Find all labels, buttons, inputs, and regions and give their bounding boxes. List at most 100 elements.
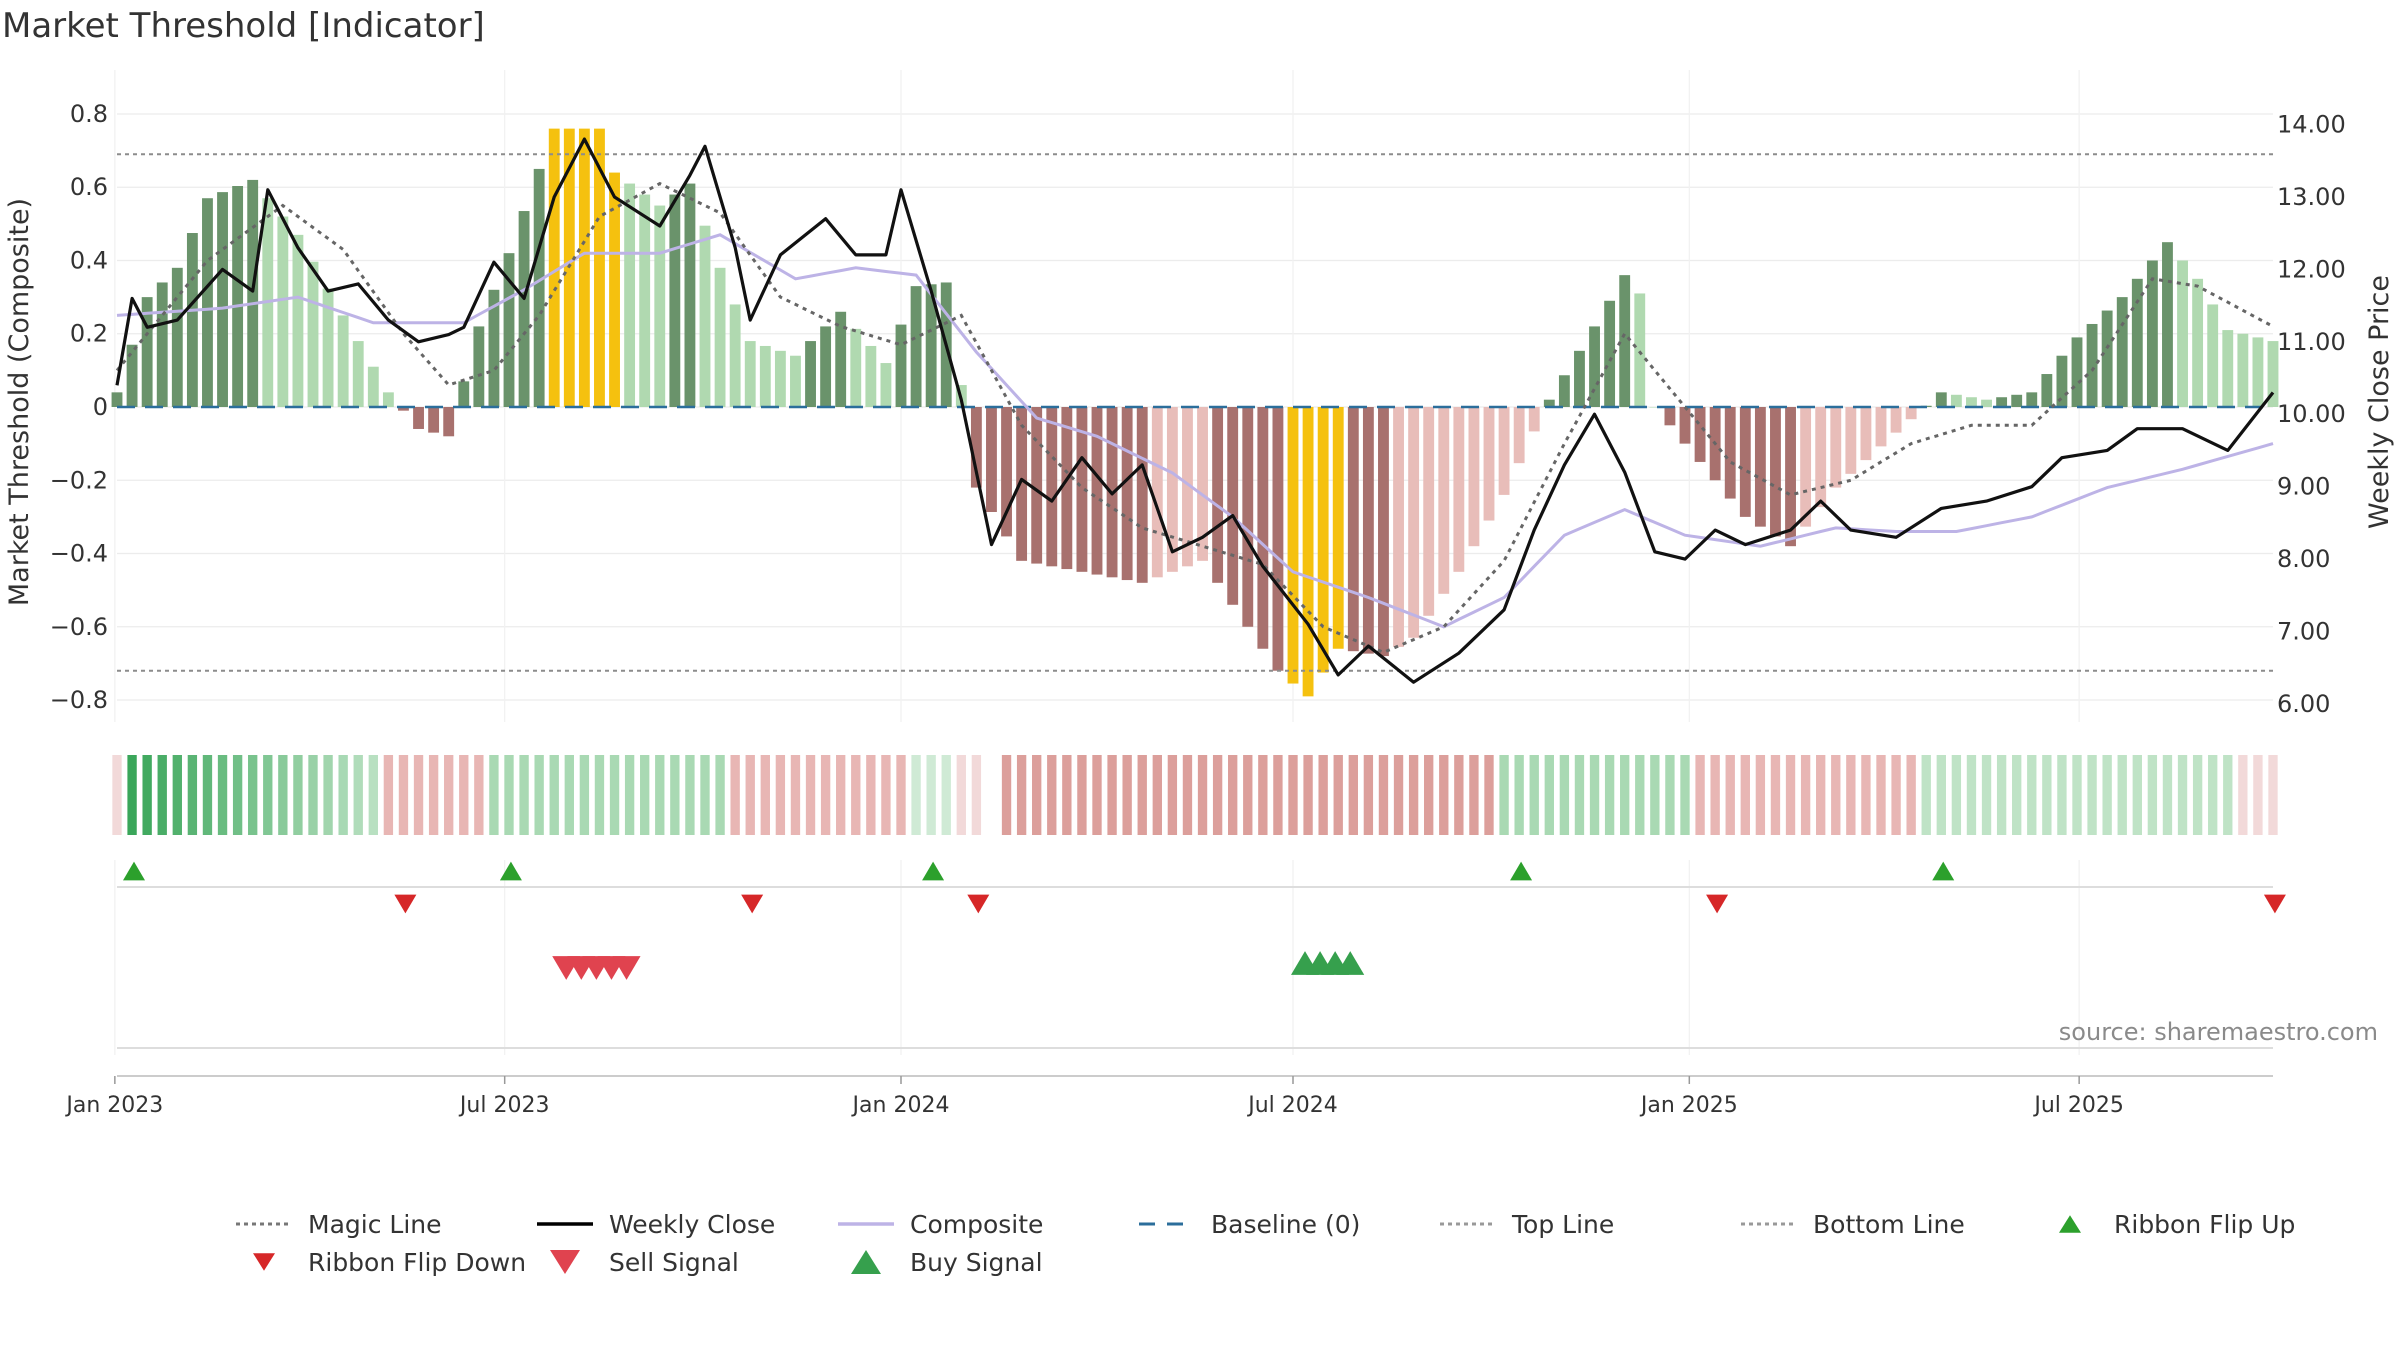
- histogram-bar: [910, 286, 922, 407]
- ribbon-cell: [1228, 755, 1238, 835]
- histogram-bar: [473, 326, 485, 407]
- ribbon-cell: [624, 755, 635, 835]
- histogram-bar: [2011, 394, 2023, 407]
- ribbon-cell: [805, 755, 816, 835]
- histogram-bar: [2056, 355, 2068, 407]
- histogram-bar: [1950, 394, 1962, 407]
- ribbon-cell: [157, 755, 167, 835]
- ribbon-cell: [1755, 755, 1766, 835]
- magic-line: [115, 181, 2274, 655]
- ribbon-cell: [670, 755, 680, 835]
- legend-label: Baseline (0): [1211, 1210, 1360, 1239]
- ribbon-cell: [1243, 755, 1253, 835]
- ribbon-cell: [1167, 755, 1178, 835]
- reference-lines: [117, 153, 2273, 672]
- ribbon-cell: [790, 755, 801, 835]
- histogram-bar: [1724, 407, 1736, 499]
- ribbon-cell: [504, 755, 514, 835]
- histogram-bar: [1332, 407, 1344, 649]
- ribbon-cell: [1876, 755, 1886, 835]
- histogram-bar: [790, 355, 801, 407]
- right-tick-label: 6.00: [2277, 690, 2330, 718]
- ribbon-cell: [278, 755, 288, 835]
- ribbon-cell: [1951, 755, 1962, 835]
- histogram-bar: [1558, 375, 1570, 407]
- ribbon-cell: [1559, 755, 1570, 835]
- ribbon-cell: [1695, 755, 1705, 835]
- ribbon-cell: [2253, 755, 2263, 835]
- right-tick-label: 14.00: [2277, 111, 2346, 139]
- histogram-bar: [1166, 407, 1178, 572]
- series-lines: [115, 137, 2275, 684]
- marker-panels: [117, 861, 2286, 1077]
- right-axis-label: Weekly Close Price: [2364, 275, 2395, 529]
- histogram-bar: [2207, 304, 2219, 407]
- histogram-bar: [1619, 275, 1631, 407]
- ribbon-cell: [1016, 755, 1027, 835]
- histogram-bar: [609, 172, 620, 407]
- ribbon-cell: [1122, 755, 1132, 835]
- ribbon-cell: [881, 755, 891, 835]
- ribbon-cell: [1001, 755, 1012, 835]
- ribbon-cell: [1981, 755, 1992, 835]
- ribbon-cell: [323, 755, 333, 835]
- legend-label: Bottom Line: [1813, 1210, 1965, 1239]
- ribbon-cell: [1303, 755, 1313, 835]
- ribbon-cell: [775, 755, 786, 835]
- ribbon-cell: [202, 755, 213, 835]
- left-tick-label: −0.4: [50, 540, 108, 568]
- ribbon-cell: [308, 755, 318, 835]
- buy-signal-marker: [1336, 951, 1365, 975]
- histogram-bar: [1408, 407, 1420, 638]
- left-tick-label: 0: [93, 393, 108, 421]
- histogram: [111, 128, 2279, 697]
- histogram-bar: [759, 345, 771, 407]
- histogram-bar: [1076, 407, 1088, 572]
- histogram-bar: [1875, 407, 1887, 447]
- histogram-bar: [1739, 407, 1751, 517]
- histogram-bar: [986, 407, 997, 512]
- ribbon-cell: [2223, 755, 2233, 835]
- histogram-bar: [202, 198, 213, 407]
- ribbon-cell: [1816, 755, 1826, 835]
- ribbon-cell: [1393, 755, 1404, 835]
- ribbon-cell: [519, 755, 529, 835]
- histogram-bar: [2162, 242, 2173, 407]
- ribbon-cell: [956, 755, 966, 835]
- ribbon-cell: [1800, 755, 1811, 835]
- ribbon-cell: [293, 755, 303, 835]
- histogram-bar: [186, 233, 198, 407]
- ribbon-cell: [2177, 755, 2188, 835]
- histogram-bar: [865, 345, 877, 407]
- ribbon-cell: [353, 755, 363, 835]
- ribbon-cell: [941, 755, 951, 835]
- legend-label: Top Line: [1511, 1210, 1614, 1239]
- ribbon-cell: [489, 755, 499, 835]
- source-label: source: sharemaestro.com: [2059, 1018, 2378, 1046]
- ribbon-cell: [1936, 755, 1946, 835]
- histogram-bar: [925, 284, 937, 407]
- ribbon-cell: [700, 755, 710, 835]
- histogram-bar: [1287, 407, 1299, 684]
- ribbon-cell: [1062, 755, 1072, 835]
- ribbon-cell: [2132, 755, 2142, 835]
- ribbon-flip-up-marker: [1510, 861, 1533, 881]
- histogram-bar: [2252, 337, 2264, 407]
- histogram-bar: [1453, 407, 1465, 572]
- ribbon-flip-down-marker: [394, 894, 417, 914]
- histogram-bar: [1589, 326, 1600, 407]
- histogram-bar: [1151, 407, 1163, 578]
- ribbon-cell: [1137, 755, 1147, 835]
- legend-item: Ribbon Flip Down: [253, 1248, 526, 1277]
- histogram-bar: [2026, 392, 2038, 407]
- ribbon-cell: [1092, 755, 1102, 835]
- ribbon-cell: [338, 755, 348, 835]
- left-tick-label: −0.6: [50, 613, 108, 641]
- histogram-bar: [1393, 407, 1404, 647]
- histogram-bar: [669, 194, 681, 407]
- legend-item: Weekly Close: [537, 1210, 775, 1239]
- legend-symbol: [253, 1253, 275, 1271]
- ribbon-flip-down-marker: [967, 894, 990, 914]
- histogram-bar: [1136, 407, 1148, 583]
